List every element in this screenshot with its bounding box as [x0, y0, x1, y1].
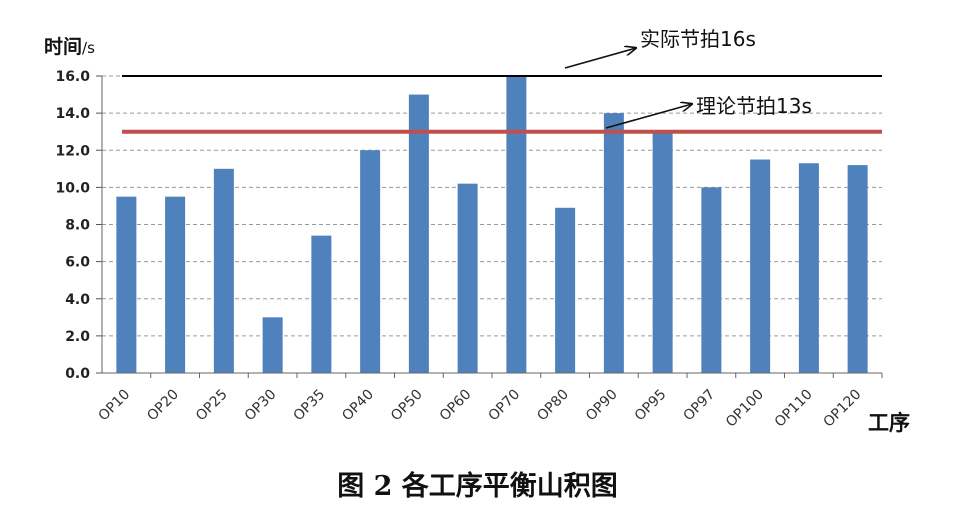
x-tick-label: OP90	[583, 387, 621, 425]
y-tick-label: 10.0	[55, 180, 90, 196]
bar-op10	[116, 196, 137, 373]
bar-op80	[555, 207, 576, 373]
bar-op97	[701, 187, 722, 373]
y-tick-label: 4.0	[65, 292, 90, 308]
bar-chart: 0.0 2.0 4.0 6.0 8.0 10.0 12.0 14.0 16.0 OP10 OP20…	[44, 27, 910, 435]
y-tick-label: 0.0	[65, 366, 90, 382]
x-tick-label: OP80	[534, 387, 572, 425]
annotation-arrow	[564, 48, 636, 69]
x-tick-label: OP110	[772, 387, 816, 431]
y-tick-label: 8.0	[65, 218, 90, 234]
x-tick-label: OP60	[437, 387, 475, 425]
bar-op120	[847, 165, 868, 373]
figure-caption: 图 2 各工序平衡山积图	[337, 471, 618, 502]
y-tick-label: 6.0	[65, 255, 90, 271]
x-tick-label: OP40	[339, 387, 377, 425]
reference-lines: 实际节拍16s 理论节拍13s	[122, 27, 882, 134]
y-tick-labels: 0.0 2.0 4.0 6.0 8.0 10.0 12.0 14.0 16.0	[55, 69, 90, 382]
x-tick-label: OP100	[723, 387, 767, 431]
bar-op95	[652, 131, 673, 373]
bar-op70	[506, 76, 527, 373]
x-tick-label: OP97	[681, 387, 719, 425]
y-tick-label: 2.0	[65, 329, 90, 345]
y-tick-label: 14.0	[55, 106, 90, 122]
x-tick-label: OP95	[632, 387, 670, 425]
bar-op60	[457, 183, 478, 373]
x-axis-title: 工序	[868, 411, 910, 435]
bar-op90	[603, 113, 624, 373]
bar-op25	[213, 168, 234, 373]
x-tick-labels: OP10 OP20 OP25 OP30 OP35 OP40 OP50 OP60 OP70 OP80…	[96, 387, 865, 431]
bar-op35	[311, 235, 332, 373]
y-tick-label: 16.0	[55, 69, 90, 85]
x-tick-label: OP10	[96, 387, 134, 425]
bars	[116, 76, 868, 373]
x-tick-label: OP120	[820, 387, 864, 431]
x-tick-label: OP25	[193, 387, 231, 425]
x-tick-label: OP70	[486, 387, 524, 425]
axes	[101, 76, 883, 378]
reference-line-label: 实际节拍16s	[640, 27, 756, 51]
x-tick-label: OP35	[291, 387, 329, 425]
x-tick-label: OP50	[388, 387, 426, 425]
bar-op40	[360, 150, 381, 373]
bar-op30	[262, 317, 283, 373]
bar-op20	[165, 196, 186, 373]
y-axis-title: 时间/s	[44, 36, 95, 58]
y-tick-label: 12.0	[55, 143, 90, 159]
x-tick-label: OP20	[144, 387, 182, 425]
bar-op100	[750, 159, 771, 373]
reference-line-label: 理论节拍13s	[696, 94, 812, 118]
annotation-arrow	[605, 104, 692, 129]
bar-op110	[798, 163, 819, 373]
x-tick-label: OP30	[242, 387, 280, 425]
bar-op50	[408, 94, 429, 373]
